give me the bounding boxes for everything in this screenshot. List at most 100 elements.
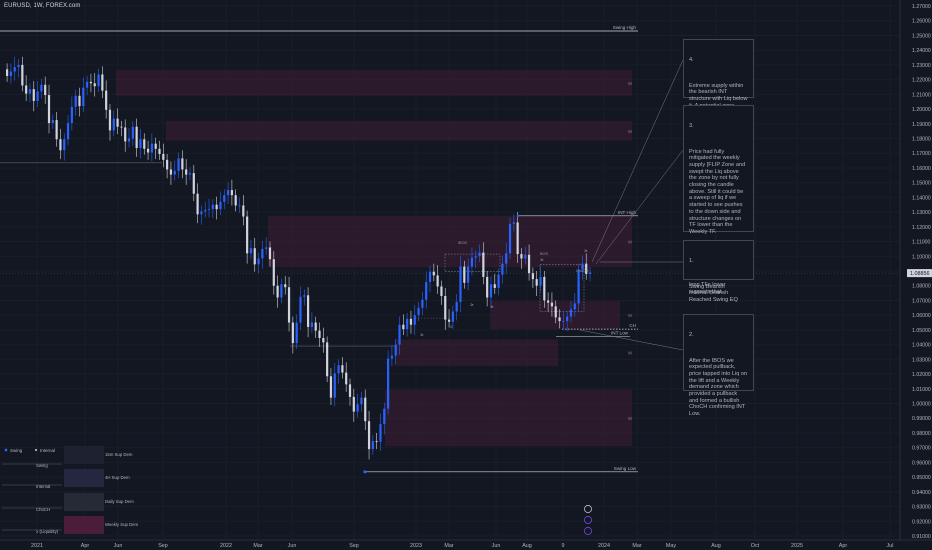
- price-axis[interactable]: 1.27000 1.26000 1.25000 1.24000 1.23000 1.220…: [899, 0, 932, 540]
- price-tick-label: 0.95000: [912, 475, 931, 481]
- structure-level-label: INT Low: [611, 331, 629, 336]
- candle-body: [166, 159, 169, 170]
- structure-label: IBOS: [458, 241, 468, 245]
- time-tick-label: Jul: [887, 543, 894, 549]
- candle-body: [120, 126, 123, 128]
- candle-body: [573, 303, 576, 310]
- candle-body: [211, 204, 214, 210]
- legend-internal-label: Internal: [40, 448, 55, 453]
- candle-body: [223, 195, 226, 202]
- candle-body: [295, 322, 298, 344]
- note-number: 4.: [689, 57, 694, 64]
- candle-body: [291, 322, 294, 344]
- structure-label: X: [450, 325, 453, 329]
- note-connector-line: [595, 149, 684, 265]
- candle-body: [406, 318, 409, 330]
- price-tick-label: 1.16000: [912, 166, 931, 172]
- candle-body: [51, 120, 54, 124]
- candle-body: [40, 84, 43, 92]
- event-marker-icon: [584, 527, 592, 535]
- price-tick-label: 0.98000: [912, 431, 931, 437]
- price-tick-label: 1.13000: [912, 210, 931, 216]
- candle-body: [207, 209, 211, 210]
- candle-body: [230, 190, 233, 196]
- candle-body: [158, 148, 161, 154]
- candle-body: [242, 205, 245, 217]
- candle-body: [261, 248, 264, 259]
- candle-body: [425, 282, 428, 300]
- candle-body: [299, 296, 302, 323]
- supply-demand-zone: [116, 70, 632, 96]
- supply-demand-zone: [385, 389, 632, 447]
- candle-body: [341, 365, 344, 373]
- candle-body: [287, 287, 291, 323]
- legend-line-label: ≥ (Liquidity): [36, 529, 59, 534]
- note-2: 2. After the IBOS we expected pullback, …: [683, 314, 754, 417]
- candle-body: [143, 139, 146, 149]
- liquidity-marker: ≥: [420, 333, 424, 338]
- price-tick-label: 1.25000: [912, 33, 931, 39]
- zone-label: W: [628, 129, 633, 134]
- candle-body: [326, 342, 329, 377]
- candle-body: [93, 83, 96, 87]
- time-tick-label: Sep: [158, 543, 168, 549]
- candle-body: [265, 247, 268, 249]
- note-3: 3. Price had fully mitigated the weekly …: [683, 105, 754, 295]
- indicator-legend: Swing Internal Swing Internal ChoCH ≥ (Liquid…: [2, 446, 139, 534]
- legend-line-label: ChoCH: [36, 507, 50, 512]
- candle-body: [272, 259, 275, 286]
- note-1: 1. Swing Bearish Internal Bearish Reache…: [683, 240, 754, 303]
- note-number: 3.: [689, 123, 694, 130]
- candle-body: [89, 81, 93, 84]
- candle-body: [322, 337, 325, 343]
- candle-body: [101, 74, 104, 91]
- price-tick-label: 1.12000: [912, 225, 931, 231]
- candle-body: [13, 67, 16, 72]
- time-tick-label: May: [666, 543, 676, 549]
- candle-body: [493, 284, 496, 288]
- liquidity-marker: ≥: [490, 305, 494, 310]
- candle-body: [162, 153, 165, 160]
- candle-body: [192, 173, 195, 194]
- candle-body: [9, 71, 13, 76]
- structure-level-label: Swing High: [613, 25, 637, 30]
- time-tick-label: Jun: [114, 543, 123, 549]
- price-tick-label: 1.02000: [912, 372, 931, 378]
- time-tick-label: Aug: [522, 543, 532, 549]
- candle-body: [539, 276, 542, 286]
- price-tick-label: 0.94000: [912, 490, 931, 496]
- candle-body: [486, 276, 489, 298]
- time-tick-label: Jun: [492, 543, 501, 549]
- candle-body: [463, 266, 466, 283]
- candle-body: [169, 169, 173, 175]
- candle-body: [562, 321, 565, 322]
- candle-body: [387, 358, 390, 409]
- candle-body: [455, 301, 458, 312]
- candle-body: [86, 81, 89, 88]
- event-marker-icon: [584, 516, 592, 524]
- price-tick-label: 1.20000: [912, 107, 931, 113]
- candle-body: [154, 143, 157, 149]
- candle-body: [32, 89, 35, 101]
- supply-demand-zones: W W W W W W: [116, 70, 633, 447]
- candle-body: [550, 302, 554, 307]
- candle-body: [25, 85, 28, 94]
- zone-label: W: [628, 351, 633, 356]
- current-price-label: 1.08856: [910, 271, 930, 277]
- supply-demand-zone: [395, 339, 558, 366]
- candle-body: [543, 276, 546, 301]
- candle-body: [440, 286, 443, 297]
- candle-body: [215, 204, 218, 210]
- candle-body: [200, 211, 203, 215]
- time-axis[interactable]: 2021 Apr Jun Sep 2022 Mar Jun Sep 2023 Mar Jun Aug 9…: [0, 539, 932, 549]
- candle-body: [238, 205, 241, 207]
- candle-body: [364, 397, 367, 422]
- legend-box-label: 4H Sup Dem: [105, 475, 130, 480]
- candle-body: [74, 95, 77, 107]
- candle-body: [512, 222, 515, 224]
- price-tick-label: 0.92000: [912, 519, 931, 525]
- legend-line-label: Swing: [36, 463, 48, 468]
- candle-body: [249, 248, 253, 254]
- candle-body: [36, 91, 39, 101]
